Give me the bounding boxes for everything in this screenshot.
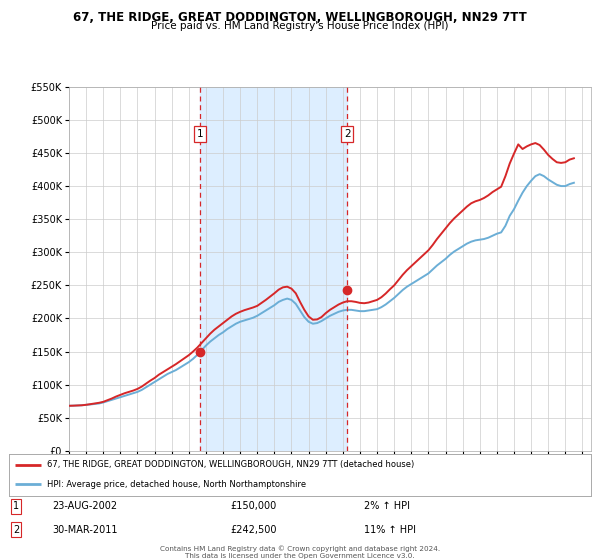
Text: 67, THE RIDGE, GREAT DODDINGTON, WELLINGBOROUGH, NN29 7TT (detached house): 67, THE RIDGE, GREAT DODDINGTON, WELLING…: [47, 460, 414, 469]
Text: 67, THE RIDGE, GREAT DODDINGTON, WELLINGBOROUGH, NN29 7TT: 67, THE RIDGE, GREAT DODDINGTON, WELLING…: [73, 11, 527, 24]
Text: 2% ↑ HPI: 2% ↑ HPI: [364, 501, 410, 511]
Text: £150,000: £150,000: [230, 501, 277, 511]
Text: 1: 1: [13, 501, 19, 511]
Text: 2: 2: [13, 525, 19, 535]
Text: HPI: Average price, detached house, North Northamptonshire: HPI: Average price, detached house, Nort…: [47, 480, 306, 489]
Text: This data is licensed under the Open Government Licence v3.0.: This data is licensed under the Open Gov…: [185, 553, 415, 559]
Text: 2: 2: [344, 129, 350, 139]
Text: Price paid vs. HM Land Registry's House Price Index (HPI): Price paid vs. HM Land Registry's House …: [151, 21, 449, 31]
Text: 11% ↑ HPI: 11% ↑ HPI: [364, 525, 416, 535]
Text: £242,500: £242,500: [230, 525, 277, 535]
Bar: [200, 87, 347, 451]
Text: 23-AUG-2002: 23-AUG-2002: [53, 501, 118, 511]
Text: 30-MAR-2011: 30-MAR-2011: [53, 525, 118, 535]
Text: 1: 1: [197, 129, 203, 139]
Text: Contains HM Land Registry data © Crown copyright and database right 2024.: Contains HM Land Registry data © Crown c…: [160, 545, 440, 552]
